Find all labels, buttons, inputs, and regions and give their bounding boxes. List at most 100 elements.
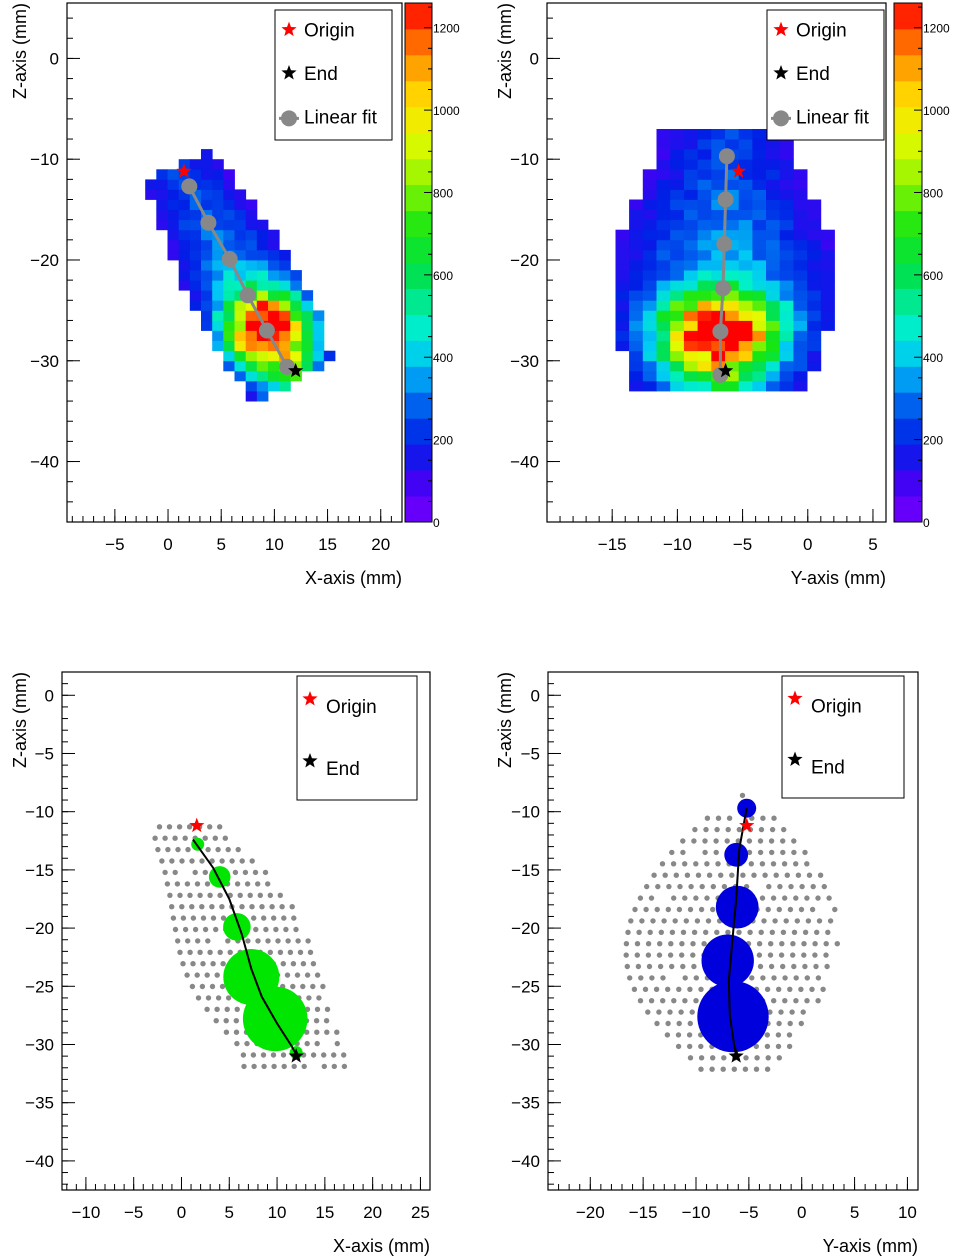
grid-point	[284, 972, 291, 978]
legend-label: Origin	[326, 697, 377, 718]
y-tick-label: 0	[45, 686, 54, 705]
legend-label: Linear fit	[304, 107, 378, 128]
colorbar-tick-label: 400	[923, 351, 943, 365]
panel-2: −15 −10 −5 0 5 0 −10 −20 −30 −40 Y-axis (mm) Z-axis…	[495, 2, 950, 588]
grid-point	[310, 961, 317, 967]
heatmap-cell	[234, 310, 247, 321]
end-marker	[288, 1048, 304, 1063]
heatmap-cell	[615, 239, 630, 251]
heatmap-cell	[223, 350, 235, 362]
grid-point	[237, 892, 243, 898]
heatmap-cell	[779, 290, 794, 301]
x-tick-label: −5	[739, 1203, 758, 1222]
x-tick-label: 5	[225, 1203, 234, 1222]
heatmap-cell	[629, 219, 644, 231]
heatmap-cell	[752, 229, 767, 241]
grid-point	[195, 995, 202, 1001]
grid-point	[225, 995, 232, 1001]
grid-point	[280, 961, 286, 967]
grid-point	[199, 983, 206, 990]
heatmap-cell	[290, 330, 302, 341]
grid-point	[713, 838, 719, 844]
y-tick-label: −40	[510, 453, 539, 472]
origin-marker	[189, 817, 205, 833]
heatmap-cell	[766, 350, 781, 362]
heatmap-cell	[779, 310, 794, 321]
end-marker	[288, 362, 304, 378]
heatmap-cell	[201, 169, 213, 180]
heatmap-cell	[615, 229, 630, 241]
heatmap-cell	[752, 320, 767, 331]
grid-point	[793, 861, 799, 867]
grid-point	[192, 869, 198, 876]
grid-point	[247, 892, 253, 898]
heatmap-cell	[697, 249, 712, 261]
grid-point	[754, 1055, 760, 1061]
colorbar-tick-label: 1200	[433, 22, 460, 36]
grid-point	[764, 1043, 771, 1050]
grid-point	[720, 1066, 726, 1072]
heatmap-cell	[167, 219, 180, 231]
colorbar-tick-label: 0	[433, 516, 440, 530]
grid-point	[179, 858, 185, 864]
grid-point	[275, 938, 281, 944]
heatmap-cell	[670, 169, 685, 180]
grid-point	[281, 1063, 287, 1070]
heatmap-cell	[223, 300, 235, 311]
heatmap-cell	[212, 340, 224, 352]
heatmap-cell	[725, 350, 740, 362]
heatmap-cell	[711, 350, 726, 362]
grid-point	[673, 872, 679, 878]
plot-area	[615, 129, 835, 392]
heatmap-cell	[725, 169, 740, 180]
grid-point	[209, 983, 216, 990]
grid-point	[743, 1055, 749, 1061]
linear-fit-point	[717, 191, 734, 208]
grid-point	[250, 1052, 257, 1058]
heatmap-cell	[642, 249, 657, 261]
heatmap-cell	[268, 290, 280, 301]
heatmap-cell	[167, 249, 180, 261]
grid-point	[749, 975, 755, 981]
grid-point	[715, 861, 721, 867]
grid-point	[300, 983, 306, 990]
colorbar-tick-label: 1000	[923, 104, 950, 118]
grid-point	[759, 861, 766, 867]
heatmap-cell	[201, 300, 213, 311]
grid-point	[244, 1040, 250, 1047]
heatmap-cell	[711, 189, 726, 200]
y-tick-label: −10	[510, 150, 539, 169]
heatmap-cell	[670, 229, 685, 241]
grid-point	[648, 998, 655, 1004]
heatmap-cell	[256, 280, 269, 291]
heatmap-cell	[752, 350, 767, 362]
y-tick-label: 0	[530, 49, 539, 68]
grid-point	[690, 941, 696, 947]
grid-point	[225, 938, 231, 944]
heatmap-cell	[807, 300, 822, 311]
heatmap-cell	[793, 189, 808, 200]
x-tick-label: 10	[268, 1203, 287, 1222]
x-tick-label: 5	[850, 1203, 859, 1222]
heatmap-cell	[711, 209, 726, 221]
y-tick-label: −25	[25, 977, 54, 996]
y-tick-label: −10	[511, 803, 540, 822]
grid-point	[334, 1040, 340, 1047]
grid-point	[702, 849, 708, 856]
grid-point	[725, 826, 731, 833]
heatmap-cell	[167, 209, 180, 221]
heatmap-cell	[697, 199, 712, 210]
heatmap-cell	[725, 290, 740, 301]
heatmap-cell	[697, 139, 712, 150]
heatmap-cell	[212, 320, 224, 331]
heatmap-cell	[683, 310, 698, 321]
grid-point	[306, 995, 312, 1001]
grid-point	[787, 986, 793, 992]
heatmap-cell	[725, 249, 740, 261]
grid-point	[791, 838, 797, 844]
heatmap-cell	[779, 300, 794, 311]
grid-point	[784, 872, 790, 878]
heatmap-cell	[683, 229, 698, 241]
grid-point	[657, 963, 664, 970]
heatmap-cell	[807, 209, 822, 221]
